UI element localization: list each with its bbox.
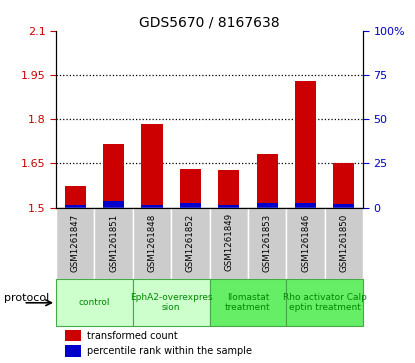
Bar <box>286 279 363 326</box>
Text: GSM1261846: GSM1261846 <box>301 213 310 272</box>
Text: Rho activator Calp
eptin treatment: Rho activator Calp eptin treatment <box>283 293 367 313</box>
Bar <box>65 186 86 208</box>
Bar <box>103 144 124 208</box>
Bar <box>142 205 163 208</box>
Bar <box>333 163 354 208</box>
Bar <box>295 81 316 208</box>
Text: GSM1261848: GSM1261848 <box>147 213 156 272</box>
Text: transformed count: transformed count <box>87 331 178 340</box>
Text: percentile rank within the sample: percentile rank within the sample <box>87 346 252 356</box>
Text: EphA2-overexpres
sion: EphA2-overexpres sion <box>130 293 212 313</box>
Text: GSM1261847: GSM1261847 <box>71 213 80 272</box>
Bar <box>210 208 248 279</box>
Bar <box>56 279 133 326</box>
Bar <box>133 208 171 279</box>
Bar <box>180 169 201 208</box>
Text: GSM1261850: GSM1261850 <box>339 213 349 272</box>
Bar <box>295 203 316 208</box>
Text: protocol: protocol <box>4 293 49 303</box>
Text: GSM1261851: GSM1261851 <box>109 213 118 272</box>
Text: GSM1261853: GSM1261853 <box>263 213 272 272</box>
Bar <box>65 330 81 341</box>
Bar <box>95 208 133 279</box>
Bar <box>171 208 210 279</box>
Bar <box>103 201 124 208</box>
Text: GSM1261849: GSM1261849 <box>224 213 233 272</box>
Bar <box>210 279 286 326</box>
Bar <box>325 208 363 279</box>
Bar <box>65 205 86 208</box>
Bar <box>180 203 201 208</box>
Bar <box>256 203 278 208</box>
Bar <box>218 205 239 208</box>
Bar <box>218 170 239 208</box>
Bar <box>56 208 95 279</box>
Bar <box>248 208 286 279</box>
Text: control: control <box>79 298 110 307</box>
Text: GSM1261852: GSM1261852 <box>186 213 195 272</box>
Bar <box>333 204 354 208</box>
Bar <box>256 154 278 208</box>
Bar <box>133 279 210 326</box>
Bar <box>286 208 325 279</box>
Title: GDS5670 / 8167638: GDS5670 / 8167638 <box>139 16 280 30</box>
Bar <box>142 124 163 208</box>
Bar <box>65 345 81 357</box>
Text: Ilomastat
treatment: Ilomastat treatment <box>225 293 271 313</box>
